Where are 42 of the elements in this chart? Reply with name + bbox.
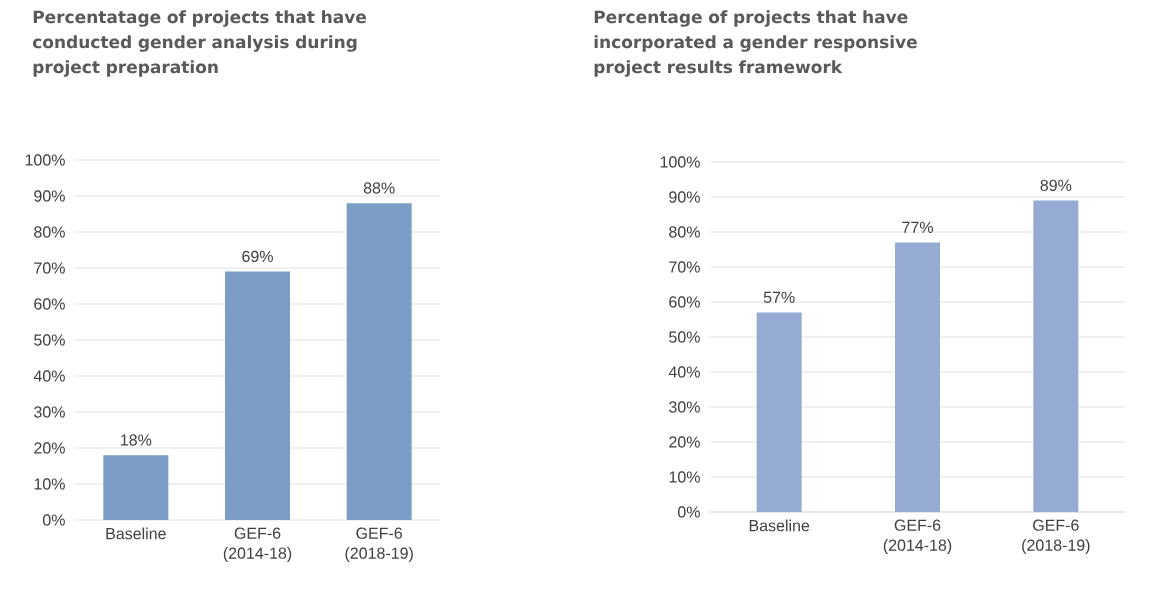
data-label: 18% — [121, 434, 152, 446]
x-tick-label: GEF-6 (2018-19) — [345, 527, 413, 563]
chart-title: Percentage of projects that have incorporated a gender responsive project results framework — [594, 10, 917, 77]
x-tick-label: Baseline — [749, 519, 810, 532]
y-tick-label: 20% — [669, 436, 700, 448]
bar — [346, 203, 412, 520]
y-tick-label: 60% — [34, 298, 65, 310]
x-tick-label: Baseline — [106, 527, 166, 540]
y-tick-label: 90% — [669, 191, 700, 203]
x-tick-label: GEF-6 (2018-19) — [1022, 519, 1090, 555]
bar — [225, 271, 290, 520]
bar — [1033, 200, 1079, 512]
y-tick-label: 40% — [668, 366, 700, 378]
y-tick-label: 10% — [669, 471, 700, 483]
y-tick-label: 0% — [677, 506, 700, 518]
data-label: 77% — [902, 221, 933, 233]
bar — [895, 242, 941, 512]
y-tick-label: 10% — [34, 478, 65, 490]
data-label: 89% — [1040, 179, 1072, 191]
y-tick-label: 60% — [669, 296, 700, 308]
y-tick-label: 80% — [669, 226, 700, 238]
data-label: 57% — [763, 291, 795, 303]
y-tick-label: 70% — [669, 261, 700, 273]
x-tick-label: GEF-6 (2014-18) — [223, 527, 292, 563]
y-tick-label: 80% — [34, 226, 65, 238]
y-tick-label: 70% — [34, 262, 65, 274]
bar — [756, 312, 802, 512]
y-tick-label: 100% — [660, 156, 700, 168]
chart-title: Percentatage of projects that have conducted gender analysis during project preparation — [32, 10, 367, 77]
y-tick-label: 100% — [25, 154, 65, 166]
y-tick-label: 0% — [42, 514, 65, 526]
y-tick-label: 30% — [669, 401, 700, 413]
y-tick-label: 50% — [34, 334, 65, 346]
y-tick-label: 30% — [34, 406, 65, 418]
data-label: 88% — [363, 182, 395, 194]
y-tick-label: 40% — [33, 370, 65, 382]
y-tick-label: 50% — [669, 331, 700, 343]
x-tick-label: GEF-6 (2014-18) — [883, 519, 952, 555]
bar — [103, 455, 169, 520]
y-tick-label: 20% — [34, 442, 65, 454]
data-label: 69% — [242, 250, 273, 263]
y-tick-label: 90% — [34, 190, 65, 202]
